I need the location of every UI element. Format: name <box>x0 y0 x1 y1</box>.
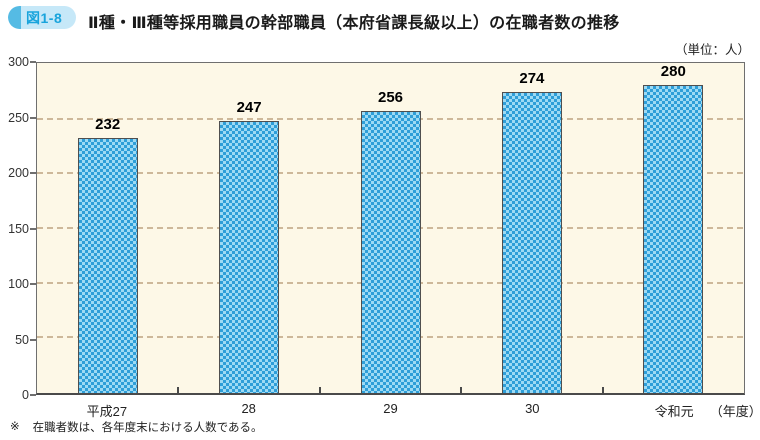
footnote-text: 在職者数は、各年度末における人数である。 <box>32 422 263 434</box>
y-axis-tick-mark <box>30 227 36 230</box>
y-axis-tick-label: 50 <box>15 332 29 347</box>
y-axis-tick-mark <box>30 61 36 63</box>
y-axis-tick-label: 300 <box>8 55 29 69</box>
unit-label: （単位：人） <box>674 43 750 57</box>
figure-number-badge: 図1-8 <box>8 6 76 29</box>
bar-value-label: 280 <box>660 63 686 80</box>
x-axis-tick-mark <box>318 387 321 393</box>
bar <box>77 137 138 393</box>
y-axis-tick-mark <box>30 116 36 119</box>
x-axis-tick-label: 平成27 <box>86 404 128 419</box>
x-axis-tick-label: 令和元 <box>654 404 694 419</box>
x-axis-tick-label: 30 <box>525 401 540 416</box>
figure-number-label: 図1-8 <box>26 9 63 26</box>
x-axis-tick-label: 28 <box>241 401 256 416</box>
plot-area: 232 247 256 274 280 <box>36 62 745 395</box>
bar-chart: 0 50 100 150 200 250 300 232 247 256 274 280 （年度） … <box>0 55 760 422</box>
x-axis-tick-mark <box>460 387 463 393</box>
y-axis-tick-label: 150 <box>8 221 29 236</box>
bar <box>643 85 704 393</box>
y-axis-tick-label: 0 <box>22 388 29 402</box>
bar-value-label: 232 <box>95 115 121 133</box>
y-axis-tick-mark <box>30 283 36 286</box>
bar <box>360 111 421 393</box>
chart-title: Ⅱ種・Ⅲ種等採用職員の幹部職員（本府省課長級以上）の在職者数の推移 <box>88 15 620 32</box>
bar <box>501 91 562 393</box>
x-axis-tick-mark <box>177 387 180 393</box>
footnote: ※ 在職者数は、各年度末における人数である。 <box>10 419 263 435</box>
y-axis-tick-label: 250 <box>8 110 29 125</box>
y-axis-tick-mark <box>30 172 36 175</box>
footnote-marker: ※ <box>10 421 20 433</box>
y-axis-ticks <box>30 61 36 396</box>
bar-value-label: 256 <box>377 89 404 107</box>
bar-value-label: 274 <box>519 69 545 87</box>
y-axis-tick-label: 100 <box>8 277 29 292</box>
x-axis-tick-label: 29 <box>383 401 398 416</box>
y-axis-tick-mark <box>30 394 36 396</box>
x-axis-labels: （年度） 平成27 28 29 30 令和元 <box>36 399 760 419</box>
bars-layer: 232 247 256 274 280 <box>37 63 744 393</box>
x-axis-tick-mark <box>601 387 604 393</box>
y-axis-labels: 0 50 100 150 200 250 300 <box>0 55 29 402</box>
bar <box>219 121 280 393</box>
badge-cap-decoration <box>8 6 21 29</box>
y-axis-tick-mark <box>30 338 36 341</box>
y-axis-tick-label: 200 <box>8 166 29 181</box>
x-axis-unit-label: （年度） <box>709 404 760 419</box>
bar-value-label: 247 <box>236 99 262 117</box>
